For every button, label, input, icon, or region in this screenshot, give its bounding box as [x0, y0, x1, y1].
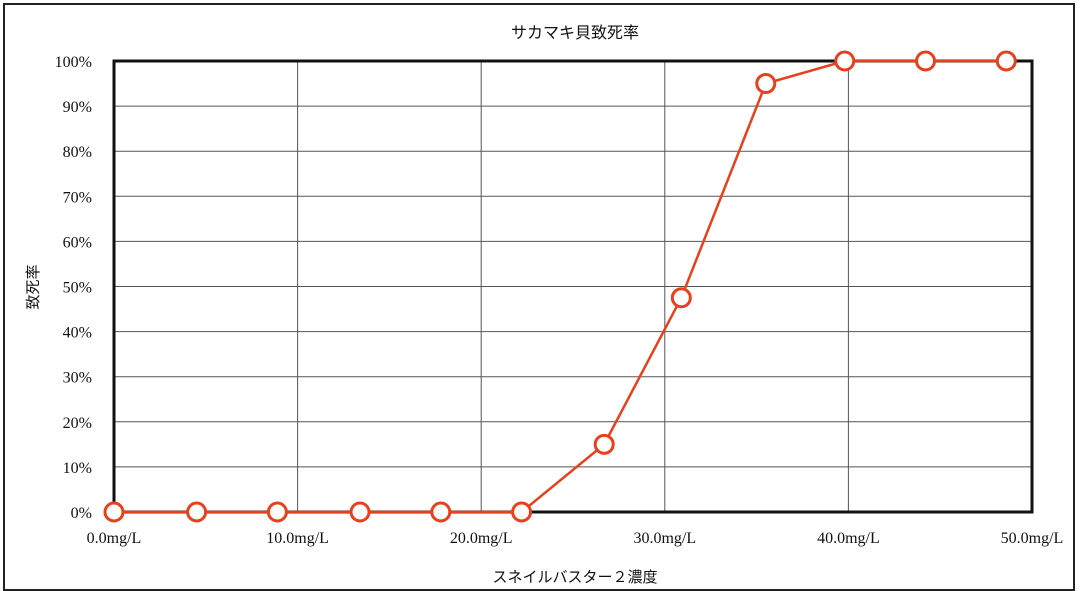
- x-tick-label: 0.0mg/L: [87, 530, 142, 547]
- data-point: [755, 73, 777, 95]
- y-tick-labels: 0% 10% 20% 30% 40% 50% 60% 70% 80% 90% 100%: [55, 54, 92, 522]
- x-tick-labels: 0.0mg/L 10.0mg/L 20.0mg/L 30.0mg/L 40.0mg/L 5…: [87, 530, 1064, 547]
- y-tick-label: 70%: [63, 189, 92, 206]
- data-point: [430, 501, 452, 523]
- y-tick-label: 80%: [63, 144, 92, 161]
- data-point: [103, 501, 125, 523]
- data-point: [834, 50, 856, 72]
- chart-title: サカマキ貝致死率: [511, 23, 639, 42]
- data-point: [266, 501, 288, 523]
- data-point: [995, 50, 1017, 72]
- data-point: [670, 287, 692, 309]
- y-tick-label: 0%: [71, 505, 92, 522]
- y-tick-label: 50%: [63, 280, 92, 297]
- data-point: [511, 501, 533, 523]
- x-axis-label: スネイルバスター２濃度: [492, 568, 657, 586]
- y-tick-label: 40%: [63, 325, 92, 342]
- grid: [114, 61, 1032, 512]
- y-tick-label: 30%: [63, 370, 92, 387]
- data-point: [915, 50, 937, 72]
- y-axis-label: 致死率: [24, 264, 42, 309]
- y-tick-label: 10%: [63, 460, 92, 477]
- x-tick-label: 20.0mg/L: [450, 530, 513, 547]
- x-tick-label: 30.0mg/L: [633, 530, 696, 547]
- y-tick-label: 90%: [63, 99, 92, 116]
- y-tick-label: 100%: [55, 54, 92, 71]
- x-tick-label: 10.0mg/L: [266, 530, 329, 547]
- series-group: [103, 50, 1017, 523]
- data-point: [186, 501, 208, 523]
- data-point: [349, 501, 371, 523]
- y-tick-label: 20%: [63, 415, 92, 432]
- plot-area: [112, 59, 1034, 514]
- series-line: [114, 59, 1007, 514]
- y-tick-label: 60%: [63, 234, 92, 251]
- chart-frame: [3, 3, 1075, 591]
- x-tick-label: 40.0mg/L: [817, 530, 880, 547]
- x-tick-label: 50.0mg/L: [1001, 530, 1064, 547]
- data-point: [593, 433, 615, 455]
